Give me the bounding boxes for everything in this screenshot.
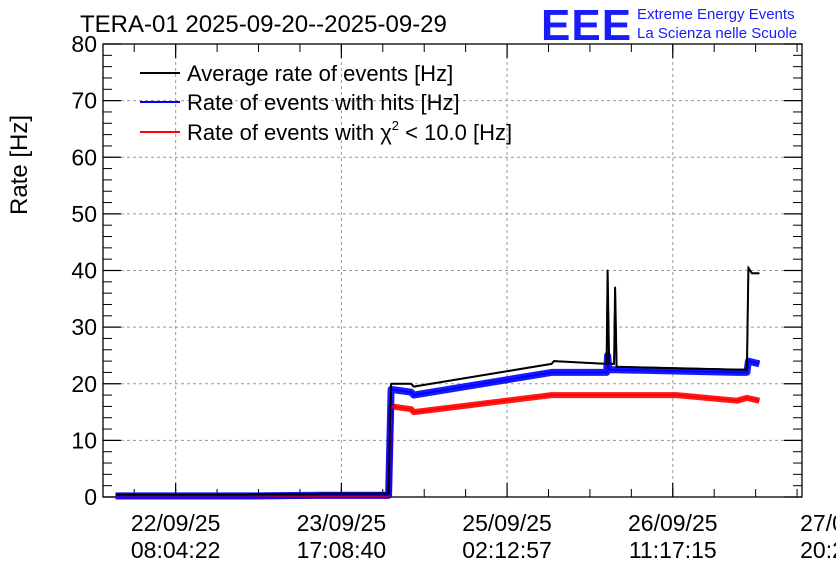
x-tick-label-date: 25/09/25 xyxy=(462,510,552,536)
eee-logo-mark: EEE xyxy=(541,1,632,50)
x-tick-label-time: 20:21:3 xyxy=(800,537,836,563)
x-tick-label-date: 23/09/25 xyxy=(297,510,387,536)
x-tick-label-time: 11:17:15 xyxy=(629,537,717,563)
y-tick-label: 70 xyxy=(71,88,97,114)
series-line-hits xyxy=(115,351,761,500)
legend: Average rate of events [Hz] Rate of even… xyxy=(140,61,512,145)
chart-title: TERA-01 2025-09-20--2025-09-29 xyxy=(80,11,447,38)
x-tick-label-time: 17:08:40 xyxy=(297,537,387,563)
y-tick-label: 0 xyxy=(84,484,97,510)
eee-logo-line1: Extreme Energy Events xyxy=(637,6,795,23)
x-tick-label-time: 02:12:57 xyxy=(462,537,552,563)
series-line-core-hits xyxy=(115,355,760,497)
legend-label-hits: Rate of events with hits [Hz] xyxy=(187,90,460,115)
y-tick-label: 50 xyxy=(71,201,97,227)
x-tick-label-time: 08:04:22 xyxy=(131,537,221,563)
y-tick-label: 10 xyxy=(71,427,97,453)
y-tick-labels: 0 10 20 30 40 50 60 70 80 xyxy=(71,31,97,510)
x-tick-label-date: 26/09/25 xyxy=(628,510,718,536)
y-tick-label: 40 xyxy=(71,258,97,284)
y-tick-label: 30 xyxy=(71,314,97,340)
axis-ticks xyxy=(103,43,802,498)
legend-label-average: Average rate of events [Hz] xyxy=(187,61,453,86)
series-line-core-average xyxy=(115,264,760,496)
x-tick-label-date: 22/09/25 xyxy=(131,510,221,536)
eee-logo: EEE Extreme Energy Events La Scienza nel… xyxy=(541,1,797,50)
data-series xyxy=(115,264,761,500)
grid-lines xyxy=(103,44,802,497)
series-line-average xyxy=(115,266,760,496)
x-tick-label-date: 27/09/2 xyxy=(800,510,836,536)
y-tick-label: 80 xyxy=(71,31,97,57)
eee-logo-line2: La Scienza nelle Scuole xyxy=(637,25,797,42)
series-line-chi2 xyxy=(115,392,761,500)
y-tick-label: 20 xyxy=(71,371,97,397)
legend-label-chi2: Rate of events with χ2 < 10.0 [Hz] xyxy=(187,118,512,145)
y-axis-label: Rate [Hz] xyxy=(6,115,33,215)
y-tick-label: 60 xyxy=(71,144,97,170)
